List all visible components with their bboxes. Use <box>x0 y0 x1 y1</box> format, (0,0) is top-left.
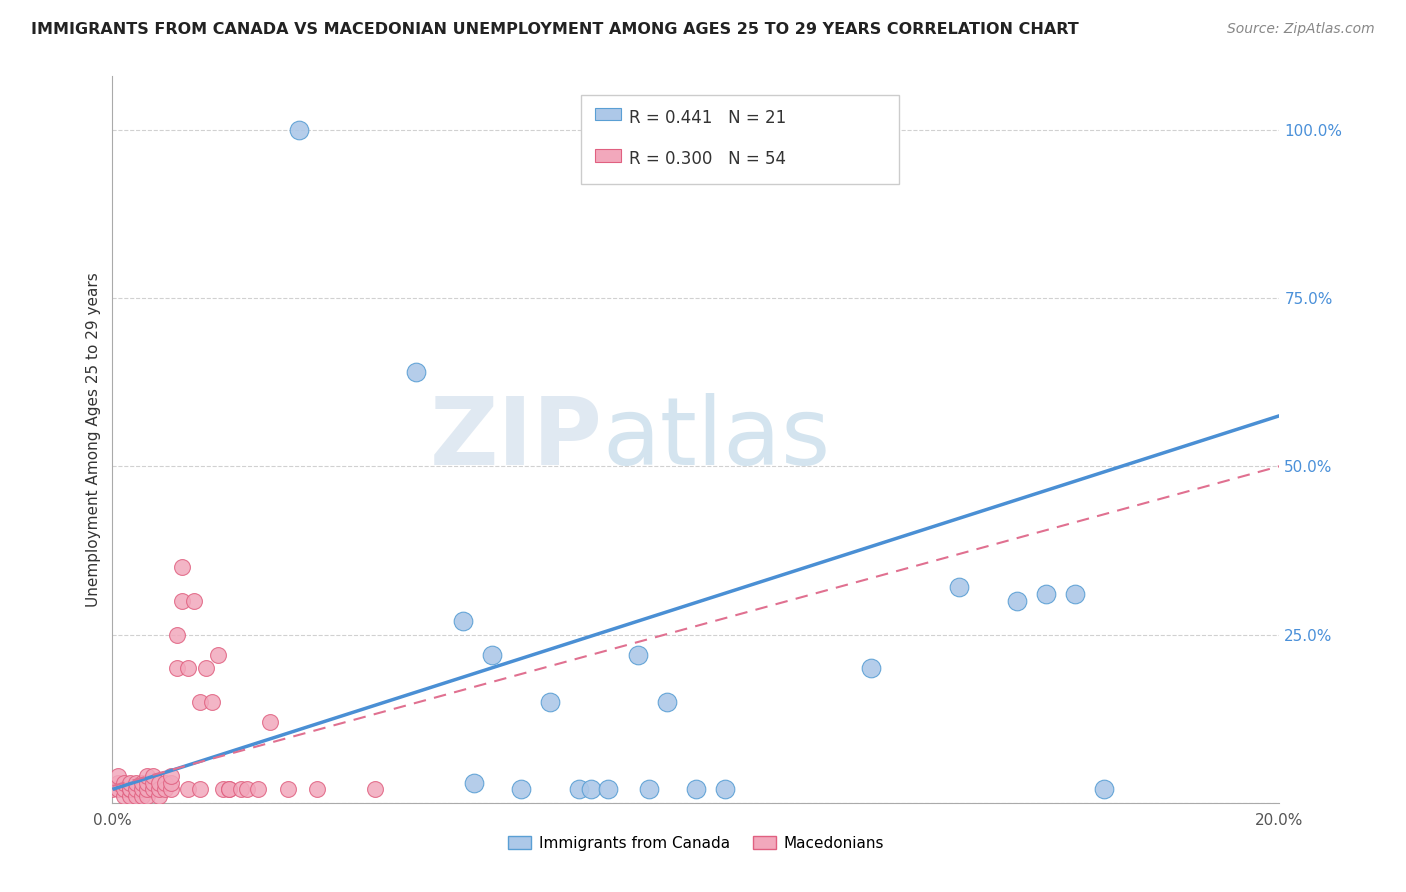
Point <box>148 789 170 803</box>
Point <box>212 782 235 797</box>
Point <box>276 782 298 797</box>
Point <box>685 782 707 797</box>
Text: Source: ZipAtlas.com: Source: ZipAtlas.com <box>1227 22 1375 37</box>
Point <box>160 782 183 797</box>
Point <box>568 782 591 797</box>
Point <box>131 789 153 803</box>
Point <box>172 594 194 608</box>
Point <box>177 661 200 675</box>
Point <box>247 782 270 797</box>
Point <box>481 648 503 662</box>
Point <box>107 782 129 797</box>
Point <box>194 661 217 675</box>
Point <box>201 695 224 709</box>
Point <box>131 775 153 789</box>
Point <box>207 648 229 662</box>
Point <box>1005 594 1028 608</box>
Point <box>142 769 165 783</box>
Point <box>112 789 135 803</box>
Point <box>463 775 485 789</box>
Point <box>714 782 737 797</box>
Point <box>177 782 200 797</box>
Point <box>107 775 129 789</box>
Point <box>107 769 129 783</box>
Point <box>125 782 148 797</box>
Point <box>131 782 153 797</box>
Point <box>118 782 141 797</box>
Point <box>166 627 188 641</box>
Point <box>183 594 205 608</box>
Text: R = 0.441   N = 21: R = 0.441 N = 21 <box>628 109 786 128</box>
Point <box>112 775 135 789</box>
Point <box>188 782 211 797</box>
Point <box>148 782 170 797</box>
Point <box>405 365 427 379</box>
Point <box>364 782 387 797</box>
Point <box>160 769 183 783</box>
Point <box>172 560 194 574</box>
Point <box>288 122 311 136</box>
Point <box>305 782 328 797</box>
Point <box>118 789 141 803</box>
Point <box>136 769 159 783</box>
Point <box>218 782 240 797</box>
Point <box>142 782 165 797</box>
Point <box>160 775 183 789</box>
Point <box>1064 587 1087 601</box>
Point <box>166 661 188 675</box>
Point <box>509 782 531 797</box>
Point <box>860 661 883 675</box>
Point <box>153 782 176 797</box>
Point <box>118 775 141 789</box>
Point <box>538 695 561 709</box>
Point <box>101 782 124 797</box>
Point <box>118 782 141 797</box>
Y-axis label: Unemployment Among Ages 25 to 29 years: Unemployment Among Ages 25 to 29 years <box>86 272 101 607</box>
Text: R = 0.300   N = 54: R = 0.300 N = 54 <box>628 151 786 169</box>
Point <box>229 782 252 797</box>
Point <box>259 714 281 729</box>
Point <box>1035 587 1057 601</box>
Text: IMMIGRANTS FROM CANADA VS MACEDONIAN UNEMPLOYMENT AMONG AGES 25 TO 29 YEARS CORR: IMMIGRANTS FROM CANADA VS MACEDONIAN UNE… <box>31 22 1078 37</box>
Legend: Immigrants from Canada, Macedonians: Immigrants from Canada, Macedonians <box>502 830 890 857</box>
Point <box>112 782 135 797</box>
Point <box>1094 782 1116 797</box>
Point <box>451 614 474 628</box>
Point <box>136 789 159 803</box>
Text: ZIP: ZIP <box>430 393 603 485</box>
Point <box>148 775 170 789</box>
Point <box>125 789 148 803</box>
Point <box>579 782 602 797</box>
Point <box>235 782 257 797</box>
Point <box>188 695 211 709</box>
Point <box>142 775 165 789</box>
Text: atlas: atlas <box>603 393 831 485</box>
Point <box>948 581 970 595</box>
Point <box>638 782 661 797</box>
Point <box>136 775 159 789</box>
Point <box>125 775 148 789</box>
Point <box>627 648 650 662</box>
Point <box>136 782 159 797</box>
Point <box>655 695 678 709</box>
Point <box>218 782 240 797</box>
Point <box>153 775 176 789</box>
Point <box>598 782 620 797</box>
